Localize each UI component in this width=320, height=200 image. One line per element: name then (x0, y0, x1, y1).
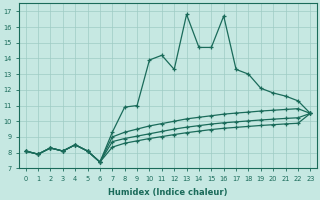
X-axis label: Humidex (Indice chaleur): Humidex (Indice chaleur) (108, 188, 228, 197)
